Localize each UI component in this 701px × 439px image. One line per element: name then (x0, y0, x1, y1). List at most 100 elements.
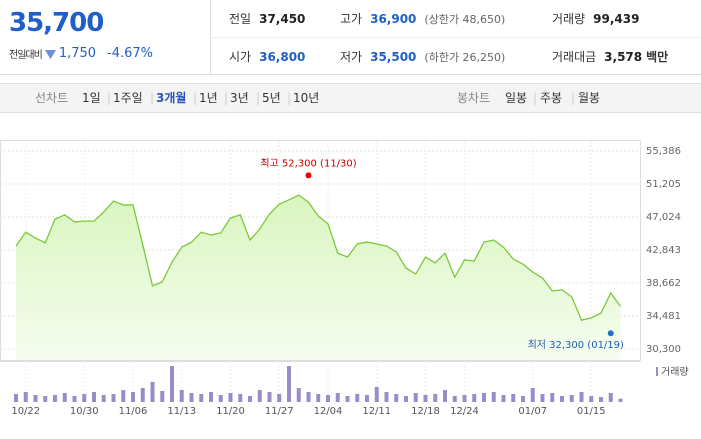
period-button[interactable]: 1년 (199, 91, 218, 105)
y-tick-label: 38,662 (646, 278, 681, 289)
stat-note: (하한가 26,250) (424, 50, 506, 64)
x-tick-label: 11/06 (119, 406, 148, 417)
volume-bar (579, 392, 584, 402)
x-tick-label: 11/27 (265, 406, 294, 417)
stat-value: 3,578 (604, 49, 643, 64)
volume-bar (179, 390, 184, 402)
volume-bar (209, 392, 213, 402)
x-tick-label: 10/30 (70, 406, 99, 417)
volume-bar (335, 393, 340, 402)
volume-bar (150, 382, 155, 402)
volume-bar (569, 395, 574, 402)
y-tick-label: 51,205 (646, 179, 681, 190)
quote-panel: 35,700 전일대비 1,750 -4.67% 전일 37,450 고가 36,90… (0, 0, 701, 75)
price-box: 35,700 전일대비 1,750 -4.67% (0, 0, 211, 75)
stat: 저가 35,500 (하한가 26,250) (340, 38, 505, 75)
volume-bar (257, 390, 262, 402)
volume-bar (14, 394, 18, 402)
volume-bar (160, 391, 165, 402)
stat: 고가 36,900 (상한가 48,650) (340, 0, 505, 37)
stat-value: 36,800 (259, 49, 306, 64)
stat-note: (상한가 48,650) (424, 12, 506, 26)
y-tick-label: 42,843 (646, 245, 681, 256)
volume-bar (521, 396, 525, 402)
volume-bar (101, 395, 106, 402)
x-tick-label: 01/07 (518, 406, 547, 417)
volume-bar (462, 395, 467, 402)
separator: | (256, 91, 261, 105)
period-button[interactable]: 5년 (262, 91, 281, 105)
y-tick-label: 34,481 (646, 311, 681, 322)
candle-button[interactable]: 일봉 (505, 91, 528, 105)
volume-bar (306, 392, 311, 402)
volume-bar (345, 396, 350, 402)
high-dot (305, 172, 312, 179)
stat-unit: 백만 (646, 50, 669, 64)
volume-bar (511, 394, 516, 402)
toolbar: 선차트 1일 1주일 | 3개월 | 1년 | 3년 | 5년 | 10년 | 봉차트 일봉 주봉 | 월봉 | (0, 83, 701, 113)
volume-legend-swatch (656, 367, 658, 376)
period-button[interactable]: 3년 (230, 91, 249, 105)
arrow-shape (44, 49, 56, 59)
separator: | (150, 91, 155, 105)
low-label: 최저 32,300 (01/19) (528, 339, 624, 351)
candle-button[interactable]: 주봉 (540, 91, 563, 105)
stat: 거래량 99,439 (552, 0, 639, 37)
volume-bar (355, 394, 360, 402)
stat-value: 37,450 (259, 11, 306, 26)
period-button[interactable]: 1주일 (113, 91, 143, 105)
volume-bar (92, 392, 96, 402)
volume-bar (550, 393, 555, 402)
down-arrow (44, 49, 56, 59)
volume-bar (599, 397, 603, 402)
volume-bar (238, 394, 243, 402)
period-button[interactable]: 3개월 (156, 91, 187, 105)
volume-bar (608, 393, 613, 402)
volume-bar (82, 394, 87, 402)
x-tick-label: 10/22 (11, 406, 40, 417)
separator: | (224, 91, 229, 105)
volume-bar (452, 396, 457, 402)
volume-bar (618, 398, 623, 402)
volume-bar (287, 366, 291, 402)
volume-bar (491, 392, 496, 402)
volume-bar (326, 395, 330, 402)
line-chart-label: 선차트 (35, 91, 69, 105)
chart: 30,300 34,481 38,662 42,843 47,024 51,205 55,3… (0, 140, 689, 417)
volume-bar (72, 396, 77, 402)
candle-chart-label: 봉차트 (457, 91, 491, 105)
period-button[interactable]: 1일 (82, 91, 101, 105)
volume-bar (589, 396, 594, 402)
volume-bar (540, 394, 545, 402)
period-button[interactable]: 10년 (293, 91, 320, 105)
stat-label: 시가 (229, 50, 252, 64)
volume-bar (267, 392, 272, 402)
volume-bar (413, 393, 418, 402)
x-tick-label: 12/18 (411, 406, 440, 417)
separator: | (287, 91, 292, 105)
price: 35,700 (9, 8, 104, 38)
volume-bar (443, 390, 447, 402)
volume-bar (433, 394, 438, 402)
y-tick-label: 47,024 (646, 212, 681, 223)
volume-bar (62, 393, 67, 402)
stat-label: 저가 (340, 50, 363, 64)
separator: | (533, 91, 538, 105)
volume-bar (121, 390, 126, 402)
volume-bar (423, 395, 428, 402)
volume-bar (384, 392, 389, 402)
separator: | (193, 91, 198, 105)
volume-bar (316, 394, 321, 402)
candle-button[interactable]: 월봉 (578, 91, 601, 105)
stat: 시가 36,800 (229, 38, 305, 75)
y-tick-label: 30,300 (646, 344, 681, 355)
stat-value: 35,500 (370, 49, 417, 64)
x-tick-label: 12/24 (450, 406, 479, 417)
area-fill (16, 195, 621, 360)
stat: 전일 37,450 (229, 0, 305, 37)
separator: | (107, 91, 112, 105)
stat: 거래대금 3,578 백만 (552, 38, 668, 75)
volume-bar (228, 393, 233, 402)
high-label: 최고 52,300 (11/30) (260, 157, 356, 169)
volume-bar (248, 396, 252, 402)
